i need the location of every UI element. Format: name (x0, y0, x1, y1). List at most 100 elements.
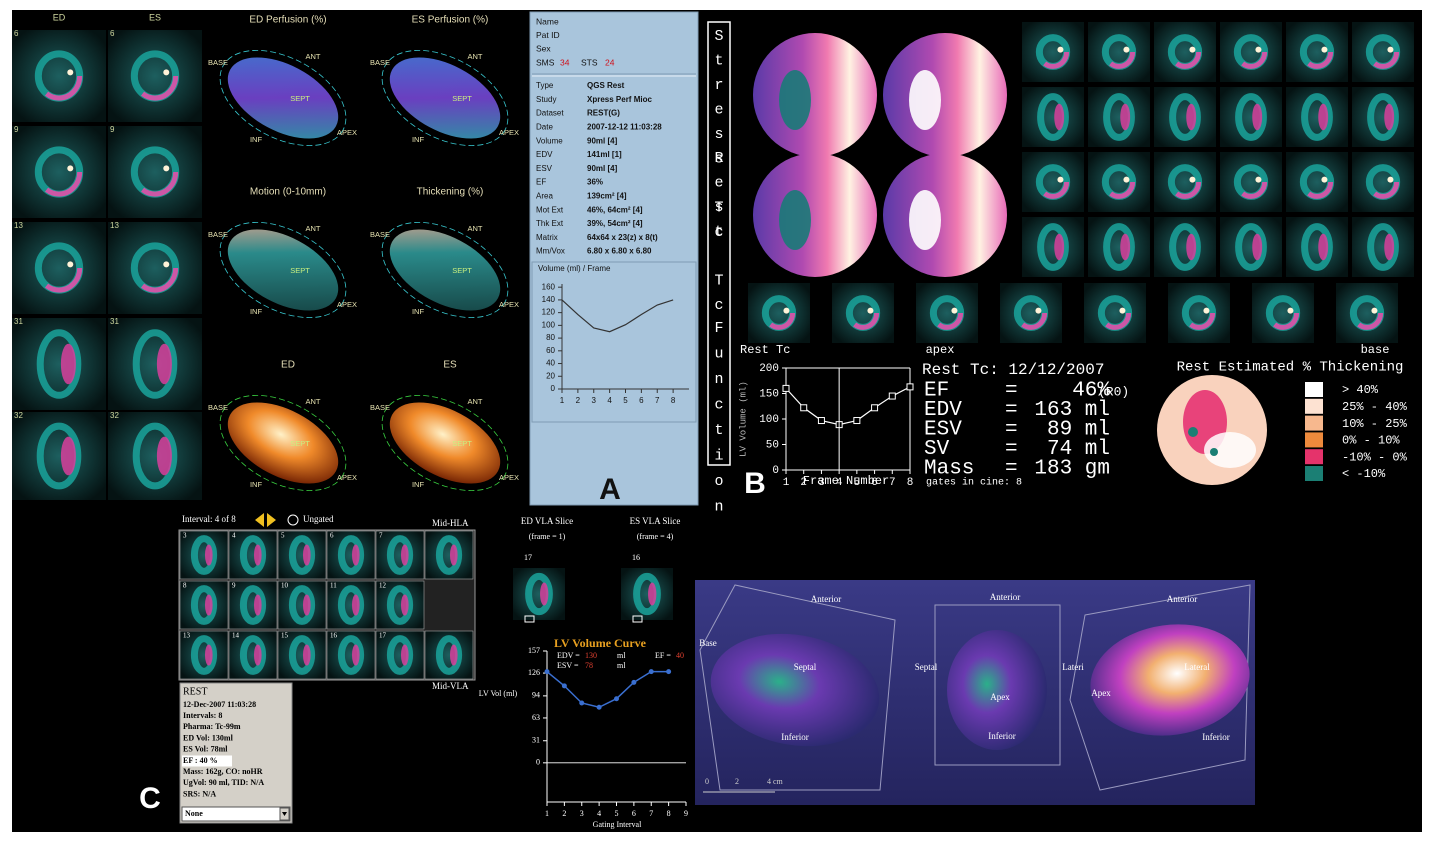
side-title: Function (711, 320, 728, 524)
thumb-border (228, 580, 278, 630)
y-tick-label: 100 (542, 320, 556, 329)
orientation-label: ANT (468, 397, 483, 406)
legend-swatch (1305, 382, 1323, 397)
orientation-label: APEX (499, 300, 519, 309)
y-tick-label: 140 (542, 295, 556, 304)
render-wire (219, 394, 347, 492)
slice-image (1022, 22, 1084, 82)
myocardium (1037, 93, 1069, 141)
orientation-label: INF (250, 480, 263, 489)
dropdown-arrow (282, 812, 287, 816)
metric-note: (R0) (1098, 384, 1129, 399)
x-tick-label: 6 (639, 396, 644, 405)
slice-image (1286, 22, 1348, 82)
render-label: Lateral (1184, 662, 1210, 672)
point (631, 679, 637, 685)
thumb-border (326, 630, 376, 680)
render-label: Lateri (1062, 662, 1084, 672)
panel-label: A (599, 473, 621, 506)
slice-image (108, 126, 202, 218)
y-tick-label: 0 (551, 384, 556, 393)
legend-label: EF = (655, 651, 671, 660)
myocardium-hot (1252, 103, 1263, 131)
detail-label: Thk Ext (536, 219, 564, 228)
ungated-radio[interactable] (287, 514, 299, 526)
frame-label: 6 (330, 532, 334, 540)
detail-value: 46%, 64cm² [4] (587, 205, 643, 214)
render-label: Inferior (781, 732, 808, 742)
thumb-border (424, 530, 474, 580)
bounding-box (1069, 584, 1251, 791)
myocardium-core (1371, 307, 1378, 314)
slice-marker (632, 615, 643, 623)
frame-label: 15 (281, 632, 289, 640)
volume-line (546, 670, 669, 709)
myocardium-core (1387, 176, 1394, 183)
slice-frame: (frame = 1) (529, 532, 566, 541)
orientation-label: BASE (208, 230, 228, 239)
interval-arrows[interactable] (255, 513, 264, 527)
orientation-label: BASE (370, 58, 390, 67)
myocardium-hot (204, 644, 213, 666)
polar-defect (779, 70, 811, 130)
x-tick-label: 1 (783, 477, 790, 489)
interval-label: Interval: 4 of 8 (182, 514, 236, 524)
detail-value: 2007-12-12 11:03:28 (587, 123, 662, 132)
thumb-border (277, 530, 327, 580)
side-title: Stress Tc (711, 28, 728, 249)
legend-label: > 40% (1342, 383, 1379, 397)
view-label: Mid-VLA (432, 681, 469, 691)
interval-arrows[interactable] (267, 513, 276, 527)
legend-title: Rest Estimated % Thickening (1177, 360, 1404, 376)
myocardium-hot (302, 594, 311, 616)
patient-field: Pat ID (536, 30, 560, 40)
slice-image (1000, 283, 1062, 343)
frame-label: 14 (232, 632, 240, 640)
slice-image (1286, 152, 1348, 212)
myocardium (190, 535, 218, 575)
myocardium (1367, 93, 1399, 141)
bounding-box (934, 604, 1061, 766)
metric-equals: = (1005, 458, 1018, 481)
y-tick-label: 150 (759, 388, 779, 400)
myocardium (288, 585, 316, 625)
metric-label: ESV (924, 419, 962, 442)
orientation-label: INF (412, 480, 425, 489)
metric-value: 74 ml (1047, 438, 1110, 461)
slice-row-label: 31 (110, 317, 119, 326)
dropdown[interactable] (181, 806, 291, 822)
myocardium-hot (1366, 165, 1400, 199)
x-tick-label: 2 (576, 396, 581, 405)
info-line: 12-Dec-2007 11:03:28 (183, 700, 256, 709)
metric-value: 89 ml (1047, 419, 1110, 442)
x-tick-label: 2 (562, 809, 566, 818)
myocardium-hot (1300, 35, 1334, 69)
metric-label: SV (924, 438, 950, 461)
myocardium (1103, 93, 1135, 141)
metric-label: EF (924, 380, 949, 403)
slice-row-label: 31 (14, 317, 23, 326)
orientation-label: APEX (337, 300, 357, 309)
thumb-border (326, 530, 376, 580)
render-title: ED (281, 360, 295, 371)
score-label: STS (581, 57, 598, 67)
x-tick-label: 6 (871, 477, 878, 489)
polar-map (883, 33, 1007, 157)
metric-value: 183 gm (1034, 458, 1110, 481)
frame-label: 5 (281, 532, 285, 540)
thumb-border (277, 580, 327, 630)
point (596, 704, 602, 710)
detail-value: 141ml [1] (587, 150, 622, 159)
point (800, 404, 808, 412)
thumb-border (277, 630, 327, 680)
myocardium-hot (540, 582, 549, 606)
metric-equals: = (1005, 399, 1018, 422)
panel-label: C (139, 782, 161, 815)
myocardium-core (67, 165, 74, 172)
myocardium (1037, 223, 1069, 271)
info-box (179, 682, 293, 824)
x-tick-label: 4 (836, 477, 843, 489)
orientation-label: ANT (306, 224, 321, 233)
x-tick-label: 8 (671, 396, 676, 405)
orientation-label: ANT (468, 52, 483, 61)
